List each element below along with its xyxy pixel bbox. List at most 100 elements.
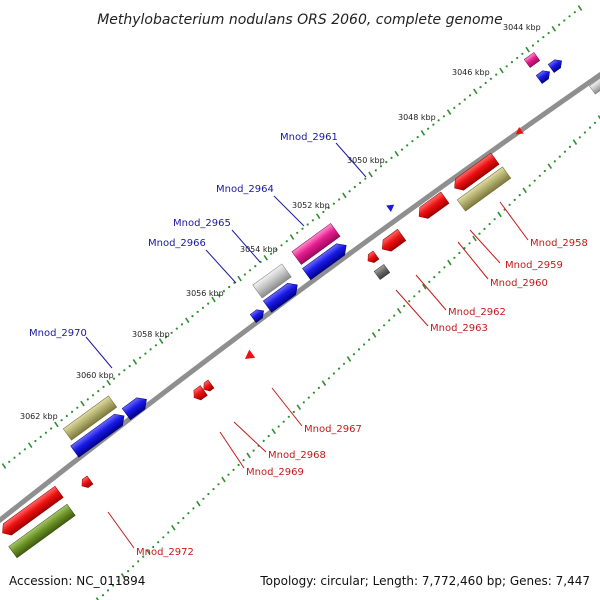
gene-arrow[interactable] [373,264,391,280]
gene-arrow[interactable] [523,52,541,68]
gene-arrow[interactable] [547,57,564,73]
scale-dot [438,271,441,274]
scale-dot [337,367,341,370]
scale-tick [132,359,138,365]
scale-tick [196,500,201,507]
scale-dot [287,415,290,418]
gene-label-forward[interactable]: Mnod_2970 [29,328,87,339]
gene-arrow[interactable] [291,223,341,265]
scale-dot [533,179,536,182]
gene-label-reverse[interactable]: Mnod_2968 [268,450,326,461]
gene-labels: Mnod_2961 Mnod_2964 Mnod_2965 Mnod_2966 … [29,132,588,558]
gene-arrow[interactable] [70,410,129,458]
tick-label: 3058 kbp [132,330,170,339]
scale-tick [321,380,327,386]
gene-label-reverse[interactable]: Mnod_2969 [246,467,304,478]
scale-dot [348,190,351,193]
gene-arrow[interactable] [589,77,600,95]
scale-dot [292,410,295,414]
scale-dot [378,329,381,332]
scale-dot [65,414,68,418]
scale-dot [152,545,155,549]
gene-arrow[interactable] [242,349,256,363]
gene-arrow[interactable] [0,485,64,538]
tick-label: 3054 kbp [240,245,278,254]
gene-label-reverse[interactable]: Mnod_2958 [530,238,588,249]
scale-tick [346,356,352,362]
gene-label-forward[interactable]: Mnod_2961 [280,132,338,143]
scale-dot [76,406,79,409]
gene-arrow[interactable] [201,379,215,393]
scale-dot [437,119,440,122]
gene-arrow[interactable] [191,385,208,403]
scale-dot [563,19,566,22]
gene-label-forward[interactable]: Mnod_2964 [216,184,274,195]
gene-label-forward[interactable]: Mnod_2966 [148,238,206,249]
scale-dot [531,44,535,47]
scale-tick-labels: 3044 kbp 3046 kbp 3048 kbp 3050 kbp 3052… [20,23,541,421]
gene-arrow[interactable] [386,201,396,212]
tick-label: 3048 kbp [398,113,436,122]
gene-arrow[interactable] [302,240,350,281]
scale-dot [568,145,572,148]
tick-label: 3062 kbp [20,412,58,421]
gene-arrow[interactable] [535,68,552,84]
scale-dot [418,290,421,293]
gene-label-reverse[interactable]: Mnod_2959 [505,260,563,271]
scale-dot [307,396,310,399]
scale-dot [112,584,115,587]
scale-tick [158,338,164,344]
scale-dot [142,555,145,558]
gene-label-reverse[interactable]: Mnod_2960 [490,278,548,289]
gene-arrow[interactable] [415,191,450,222]
tick-label: 3060 kbp [76,371,114,380]
gene-label-reverse[interactable]: Mnod_2962 [448,307,506,318]
gene-arrow[interactable] [513,127,524,138]
gene-arrow[interactable] [79,475,94,490]
scale-dot [357,348,361,351]
scale-dot [433,276,436,279]
scale-dot [364,177,367,180]
leader-line [457,241,489,280]
scale-dot [187,512,190,515]
gene-label-reverse[interactable]: Mnod_2972 [136,547,194,558]
gene-label-forward[interactable]: Mnod_2965 [173,218,231,229]
scale-dot [374,169,377,172]
scale-dot [144,352,147,355]
gene-arrow[interactable] [252,263,292,299]
gene-label-reverse[interactable]: Mnod_2967 [304,424,362,435]
scale-dot [484,81,487,84]
scale-dot [583,131,587,134]
gene-arrow[interactable] [262,279,301,313]
scale-tick [499,67,504,74]
scale-dot [573,11,576,14]
scale-dot [413,295,416,298]
gene-arrow[interactable] [8,503,76,559]
gene-arrow[interactable] [378,228,407,254]
scale-dot [267,435,270,438]
scale-dot [222,290,225,293]
scale-tick [80,400,85,407]
scale-dot [71,410,74,413]
scale-dot [538,174,541,177]
scale-dot [23,448,26,451]
scale-dot [528,184,531,187]
gene-label-reverse[interactable]: Mnod_2963 [430,323,488,334]
scale-tick [54,421,59,428]
gene-arrow[interactable] [450,152,500,194]
gene-arrow[interactable] [249,307,266,323]
scale-dot [301,227,304,230]
gene-arrow[interactable] [121,394,150,421]
gene-arrow[interactable] [456,166,512,212]
scale-tick [396,307,402,314]
gene-arrow[interactable] [62,395,118,441]
scale-dot [162,536,165,539]
scale-dot [537,40,540,43]
scale-dot [488,222,491,226]
scale-tick [289,234,295,240]
scale-dot [368,338,371,341]
scale-dot [342,362,346,365]
gene-arrow[interactable] [365,250,380,265]
scale-dot [128,365,131,368]
scale-dot [388,319,391,322]
